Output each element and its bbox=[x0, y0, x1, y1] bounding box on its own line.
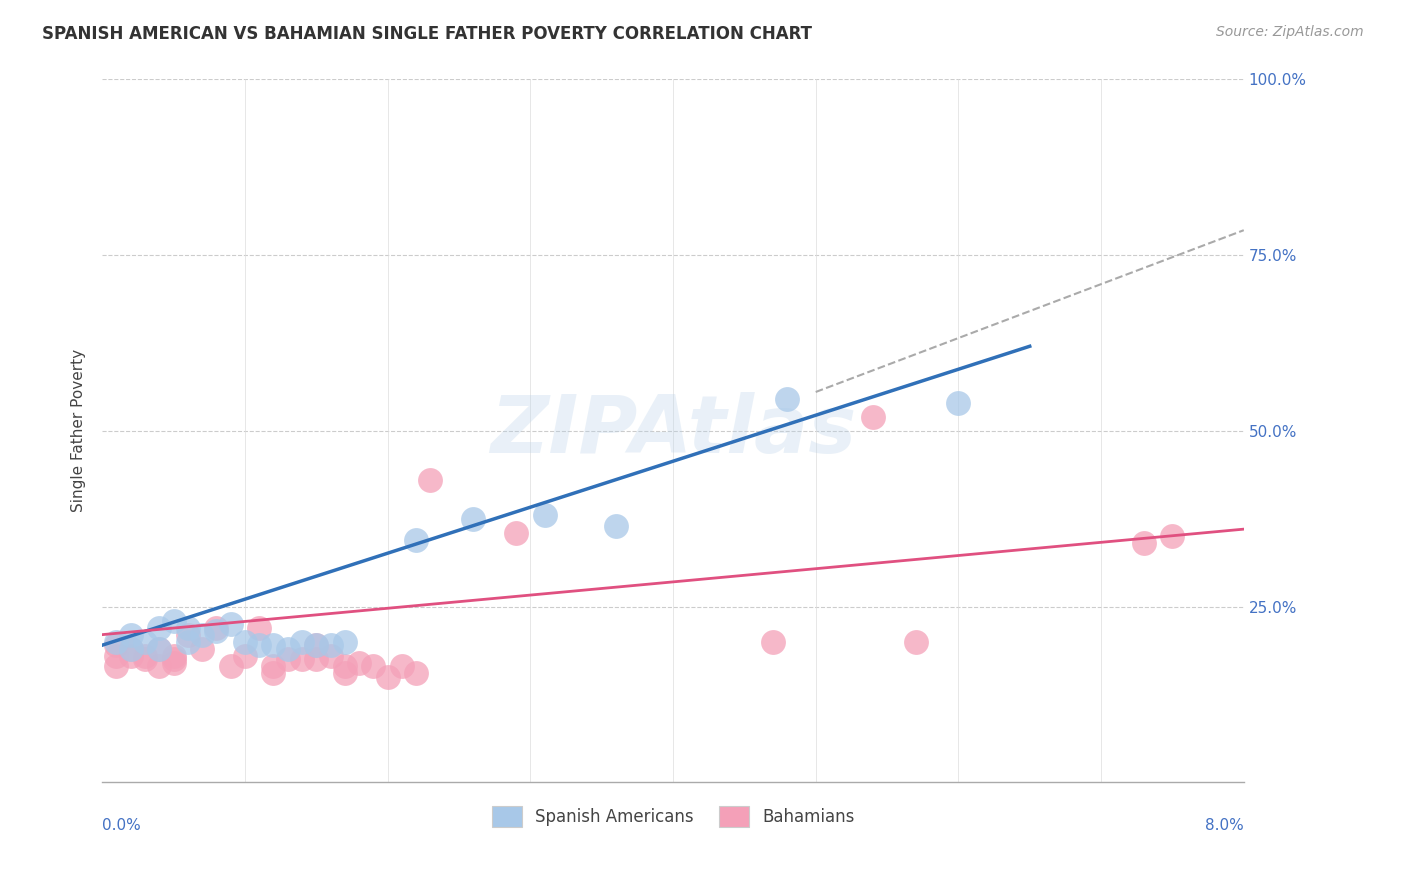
Text: 8.0%: 8.0% bbox=[1205, 818, 1244, 832]
Point bbox=[205, 624, 228, 639]
Point bbox=[162, 652, 184, 666]
Point bbox=[776, 392, 799, 406]
Point bbox=[162, 656, 184, 670]
Text: ZIPAtlas: ZIPAtlas bbox=[489, 392, 856, 470]
Point bbox=[120, 627, 142, 641]
Point bbox=[305, 638, 328, 652]
Point bbox=[247, 621, 270, 635]
Point bbox=[605, 518, 627, 533]
Point bbox=[277, 652, 299, 666]
Point bbox=[247, 638, 270, 652]
Point bbox=[105, 648, 128, 663]
Point bbox=[505, 525, 527, 540]
Point bbox=[391, 659, 413, 673]
Text: 0.0%: 0.0% bbox=[103, 818, 141, 832]
Point bbox=[233, 634, 256, 648]
Point bbox=[333, 659, 356, 673]
Point bbox=[533, 508, 555, 522]
Point bbox=[120, 641, 142, 656]
Point bbox=[105, 634, 128, 648]
Point bbox=[134, 652, 156, 666]
Point bbox=[1133, 536, 1156, 550]
Point bbox=[262, 659, 284, 673]
Point bbox=[463, 511, 485, 525]
Point bbox=[191, 641, 214, 656]
Point bbox=[405, 666, 427, 681]
Point bbox=[262, 638, 284, 652]
Point bbox=[148, 641, 170, 656]
Point bbox=[363, 659, 385, 673]
Point bbox=[233, 648, 256, 663]
Point bbox=[105, 659, 128, 673]
Text: SPANISH AMERICAN VS BAHAMIAN SINGLE FATHER POVERTY CORRELATION CHART: SPANISH AMERICAN VS BAHAMIAN SINGLE FATH… bbox=[42, 25, 813, 43]
Point bbox=[405, 533, 427, 547]
Point bbox=[305, 638, 328, 652]
Point bbox=[277, 641, 299, 656]
Point bbox=[904, 634, 927, 648]
Point bbox=[333, 634, 356, 648]
Point bbox=[291, 652, 314, 666]
Legend: Spanish Americans, Bahamians: Spanish Americans, Bahamians bbox=[485, 799, 860, 834]
Point bbox=[134, 634, 156, 648]
Y-axis label: Single Father Poverty: Single Father Poverty bbox=[72, 349, 86, 512]
Point bbox=[762, 634, 785, 648]
Point bbox=[305, 652, 328, 666]
Point bbox=[219, 617, 242, 632]
Point bbox=[120, 648, 142, 663]
Point bbox=[148, 659, 170, 673]
Point bbox=[419, 473, 441, 487]
Point bbox=[205, 621, 228, 635]
Point bbox=[177, 634, 200, 648]
Point bbox=[148, 641, 170, 656]
Point bbox=[177, 627, 200, 641]
Point bbox=[862, 409, 884, 424]
Point bbox=[177, 621, 200, 635]
Point bbox=[347, 656, 370, 670]
Point bbox=[162, 648, 184, 663]
Point bbox=[377, 670, 399, 684]
Point bbox=[262, 666, 284, 681]
Point bbox=[333, 666, 356, 681]
Point bbox=[319, 648, 342, 663]
Point bbox=[120, 641, 142, 656]
Point bbox=[1161, 529, 1184, 543]
Point bbox=[948, 395, 970, 409]
Text: Source: ZipAtlas.com: Source: ZipAtlas.com bbox=[1216, 25, 1364, 39]
Point bbox=[219, 659, 242, 673]
Point bbox=[148, 621, 170, 635]
Point bbox=[319, 638, 342, 652]
Point bbox=[291, 634, 314, 648]
Point bbox=[105, 638, 128, 652]
Point bbox=[162, 614, 184, 628]
Point bbox=[134, 648, 156, 663]
Point bbox=[191, 627, 214, 641]
